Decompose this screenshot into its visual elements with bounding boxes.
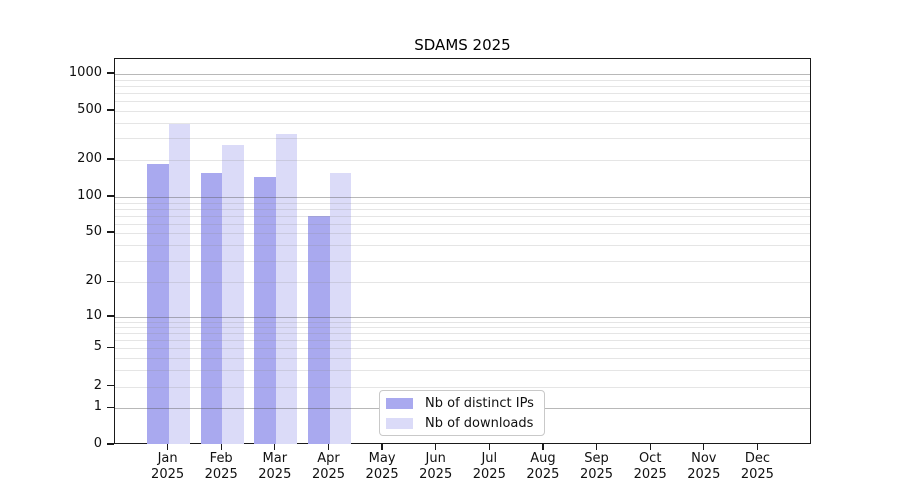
bar-nb-of-downloads-mar [275, 134, 298, 444]
legend-item: Nb of downloads [386, 415, 544, 432]
y-tick-mark-10 [107, 315, 114, 317]
gridline-300 [115, 138, 810, 140]
y-tick-mark-0 [107, 443, 114, 445]
bar-nb-of-distinct-ips-feb [200, 172, 223, 444]
gridline-6 [115, 340, 810, 342]
grid-layer [115, 59, 810, 443]
gridline-1000 [115, 74, 810, 75]
bar-nb-of-downloads-jan [168, 124, 191, 444]
y-tick-mark-5 [107, 346, 114, 348]
x-tick-mark-oct [649, 444, 651, 450]
gridline-900 [115, 79, 810, 81]
y-tick-mark-1 [107, 406, 114, 408]
y-tick-label-100: 100 [77, 188, 102, 203]
x-tick-label-feb: Feb 2025 [204, 451, 238, 483]
gridline-3 [115, 369, 810, 371]
x-tick-label-aug: Aug 2025 [526, 451, 560, 483]
gridline-30 [115, 260, 810, 262]
x-tick-label-apr: Apr 2025 [311, 451, 346, 483]
legend-swatch-icon [386, 397, 413, 409]
x-tick-label-jan: Jan 2025 [151, 451, 185, 483]
legend-label: Nb of downloads [425, 415, 534, 431]
bar-nb-of-distinct-ips-jan [147, 164, 169, 444]
bar-nb-of-downloads-feb [222, 145, 244, 444]
y-tick-mark-20 [107, 280, 114, 282]
x-tick-mark-nov [703, 444, 705, 450]
x-tick-mark-sep [595, 444, 598, 450]
bar-nb-of-distinct-ips-apr [308, 215, 330, 444]
x-tick-mark-may [381, 444, 383, 450]
x-tick-label-jul: Jul 2025 [472, 451, 506, 483]
y-tick-mark-500 [107, 109, 114, 111]
chart-title: SDAMS 2025 [414, 36, 511, 54]
x-tick-label-oct: Oct 2025 [633, 451, 667, 483]
y-tick-mark-1000 [107, 72, 114, 74]
x-tick-mark-dec [756, 444, 758, 450]
y-tick-mark-2 [107, 384, 114, 387]
gridline-700 [115, 93, 810, 94]
legend-label: Nb of distinct IPs [425, 395, 534, 411]
gridline-50 [115, 233, 810, 234]
x-tick-mark-mar [274, 444, 276, 450]
gridline-8 [115, 327, 810, 329]
gridline-5 [115, 348, 810, 350]
x-tick-label-jun: Jun 2025 [419, 451, 453, 483]
y-tick-mark-50 [107, 231, 114, 233]
y-tick-label-1: 1 [93, 399, 102, 415]
x-tick-mark-apr [327, 444, 330, 450]
x-tick-label-nov: Nov 2025 [687, 451, 721, 483]
gridline-2 [115, 386, 810, 388]
gridline-500 [115, 111, 810, 112]
y-tick-mark-100 [107, 195, 114, 197]
legend-item: Nb of distinct IPs [386, 395, 544, 412]
gridline-100 [115, 197, 810, 198]
gridline-10 [115, 317, 810, 318]
gridline-90 [115, 202, 810, 204]
gridline-80 [115, 208, 810, 210]
gridline-200 [115, 160, 810, 161]
gridline-4 [115, 357, 810, 359]
y-tick-label-5: 5 [93, 339, 102, 355]
x-tick-mark-jun [435, 444, 437, 450]
gridline-800 [115, 85, 810, 87]
gridline-20 [115, 282, 810, 284]
y-tick-label-20: 20 [85, 273, 102, 289]
gridline-7 [115, 333, 810, 335]
bar-nb-of-distinct-ips-mar [254, 177, 276, 444]
x-tick-mark-feb [220, 444, 222, 450]
gridline-70 [115, 215, 810, 217]
x-tick-label-mar: Mar 2025 [258, 451, 292, 483]
gridline-40 [115, 245, 810, 246]
legend: Nb of distinct IPs Nb of downloads [379, 390, 545, 436]
x-tick-mark-jul [488, 444, 490, 450]
y-tick-label-500: 500 [77, 102, 102, 117]
y-tick-mark-200 [107, 158, 114, 160]
gridline-400 [115, 122, 810, 124]
legend-swatch-icon [386, 417, 413, 429]
x-tick-mark-aug [542, 444, 544, 450]
bars-layer [115, 59, 810, 444]
x-tick-mark-jan [167, 444, 169, 450]
y-tick-label-2: 2 [93, 377, 102, 393]
y-tick-label-200: 200 [77, 151, 102, 166]
gridline-600 [115, 101, 810, 103]
x-tick-label-dec: Dec 2025 [740, 451, 774, 483]
y-tick-label-1000: 1000 [68, 65, 102, 80]
y-tick-label-50: 50 [85, 224, 102, 239]
bar-nb-of-downloads-apr [329, 172, 351, 444]
gridline-9 [115, 321, 810, 323]
y-tick-label-10: 10 [85, 308, 102, 323]
x-tick-label-may: May 2025 [365, 451, 399, 483]
gridline-60 [115, 223, 810, 225]
plot-area: Nb of distinct IPs Nb of downloads [114, 58, 811, 444]
x-tick-label-sep: Sep 2025 [579, 451, 614, 483]
y-tick-label-0: 0 [93, 436, 102, 451]
